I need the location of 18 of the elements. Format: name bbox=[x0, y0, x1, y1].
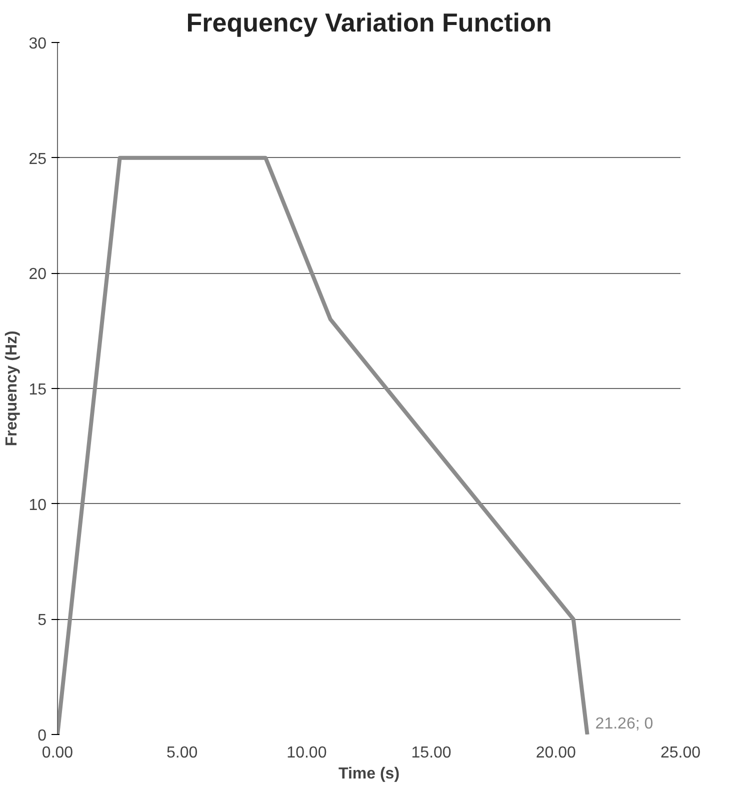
x-tick-label: 20.00 bbox=[536, 744, 576, 762]
y-tick-label: 5 bbox=[38, 612, 47, 630]
x-axis-title: Time (s) bbox=[338, 766, 400, 782]
x-tick-label: 25.00 bbox=[660, 744, 701, 762]
x-tick-label: 15.00 bbox=[411, 744, 452, 762]
x-tick-label: 5.00 bbox=[166, 744, 198, 762]
chart-title: Frequency Variation Function bbox=[186, 8, 552, 38]
y-tick-label: 15 bbox=[28, 382, 47, 398]
y-tick-label: 30 bbox=[28, 36, 47, 52]
y-tick-label: 25 bbox=[28, 150, 47, 168]
x-tick-label: 10.00 bbox=[286, 744, 327, 762]
y-tick-label: 0 bbox=[38, 728, 47, 744]
x-tick-label: 0.00 bbox=[42, 744, 74, 762]
y-axis-title: Frequency (Hz) bbox=[4, 330, 21, 446]
y-tick-label: 10 bbox=[28, 496, 47, 514]
line-series bbox=[58, 156, 590, 734]
y-tick-label: 20 bbox=[28, 266, 47, 284]
annotation: 21.26; 0 bbox=[595, 716, 654, 732]
